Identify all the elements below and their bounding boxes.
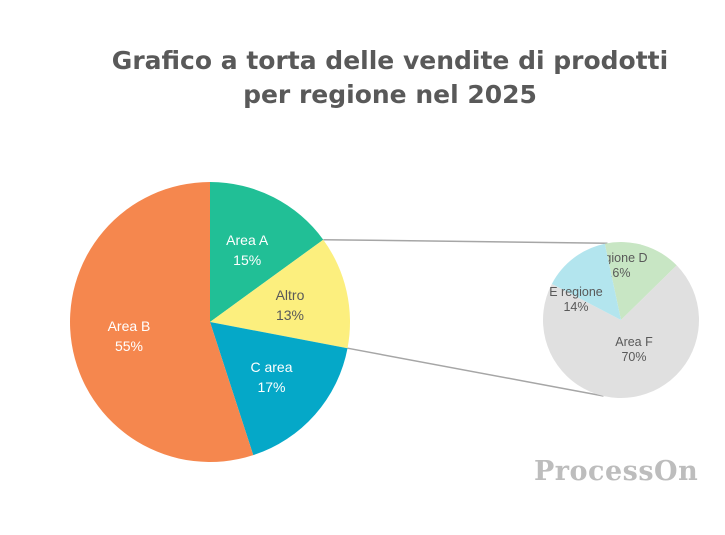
chart-title-line-1: Grafico a torta delle vendite di prodott… (111, 46, 669, 75)
main-value-area-b: 55% (115, 338, 143, 354)
connector-line-top (323, 238, 608, 244)
processon-watermark: ProcessOn (534, 456, 699, 487)
main-slice-c-area (210, 322, 348, 456)
main-value-altro: 13% (276, 307, 304, 323)
sub-slice-e-regione (551, 243, 621, 320)
main-label-altro: Altro (276, 287, 305, 303)
sub-label-area-f: Area F (615, 335, 653, 349)
chart-title: Grafico a torta delle vendite di prodott… (60, 44, 720, 112)
chart-title-line-2: per regione nel 2025 (243, 80, 537, 109)
main-slice-area-a (210, 182, 324, 322)
main-label-area-b: Area B (108, 318, 151, 334)
main-slice-area-b (70, 182, 254, 462)
sub-slice-area-f (543, 265, 700, 399)
sub-slice-regione-d (604, 241, 677, 320)
main-value-c-area: 17% (257, 379, 285, 395)
sub-value-e-regione: 14% (563, 300, 588, 314)
main-label-area-a: Area A (226, 232, 269, 248)
main-pie: Area A 15% Altro 13% C area 17% Area B 55% (70, 182, 350, 462)
connector-lines (323, 238, 608, 397)
main-slice-altro (210, 239, 350, 349)
sub-label-e-regione: E regione (549, 285, 603, 299)
connector-line-bottom (347, 347, 604, 397)
main-label-c-area: C area (250, 359, 292, 375)
sub-value-area-f: 70% (621, 350, 646, 364)
main-value-area-a: 15% (233, 252, 261, 268)
